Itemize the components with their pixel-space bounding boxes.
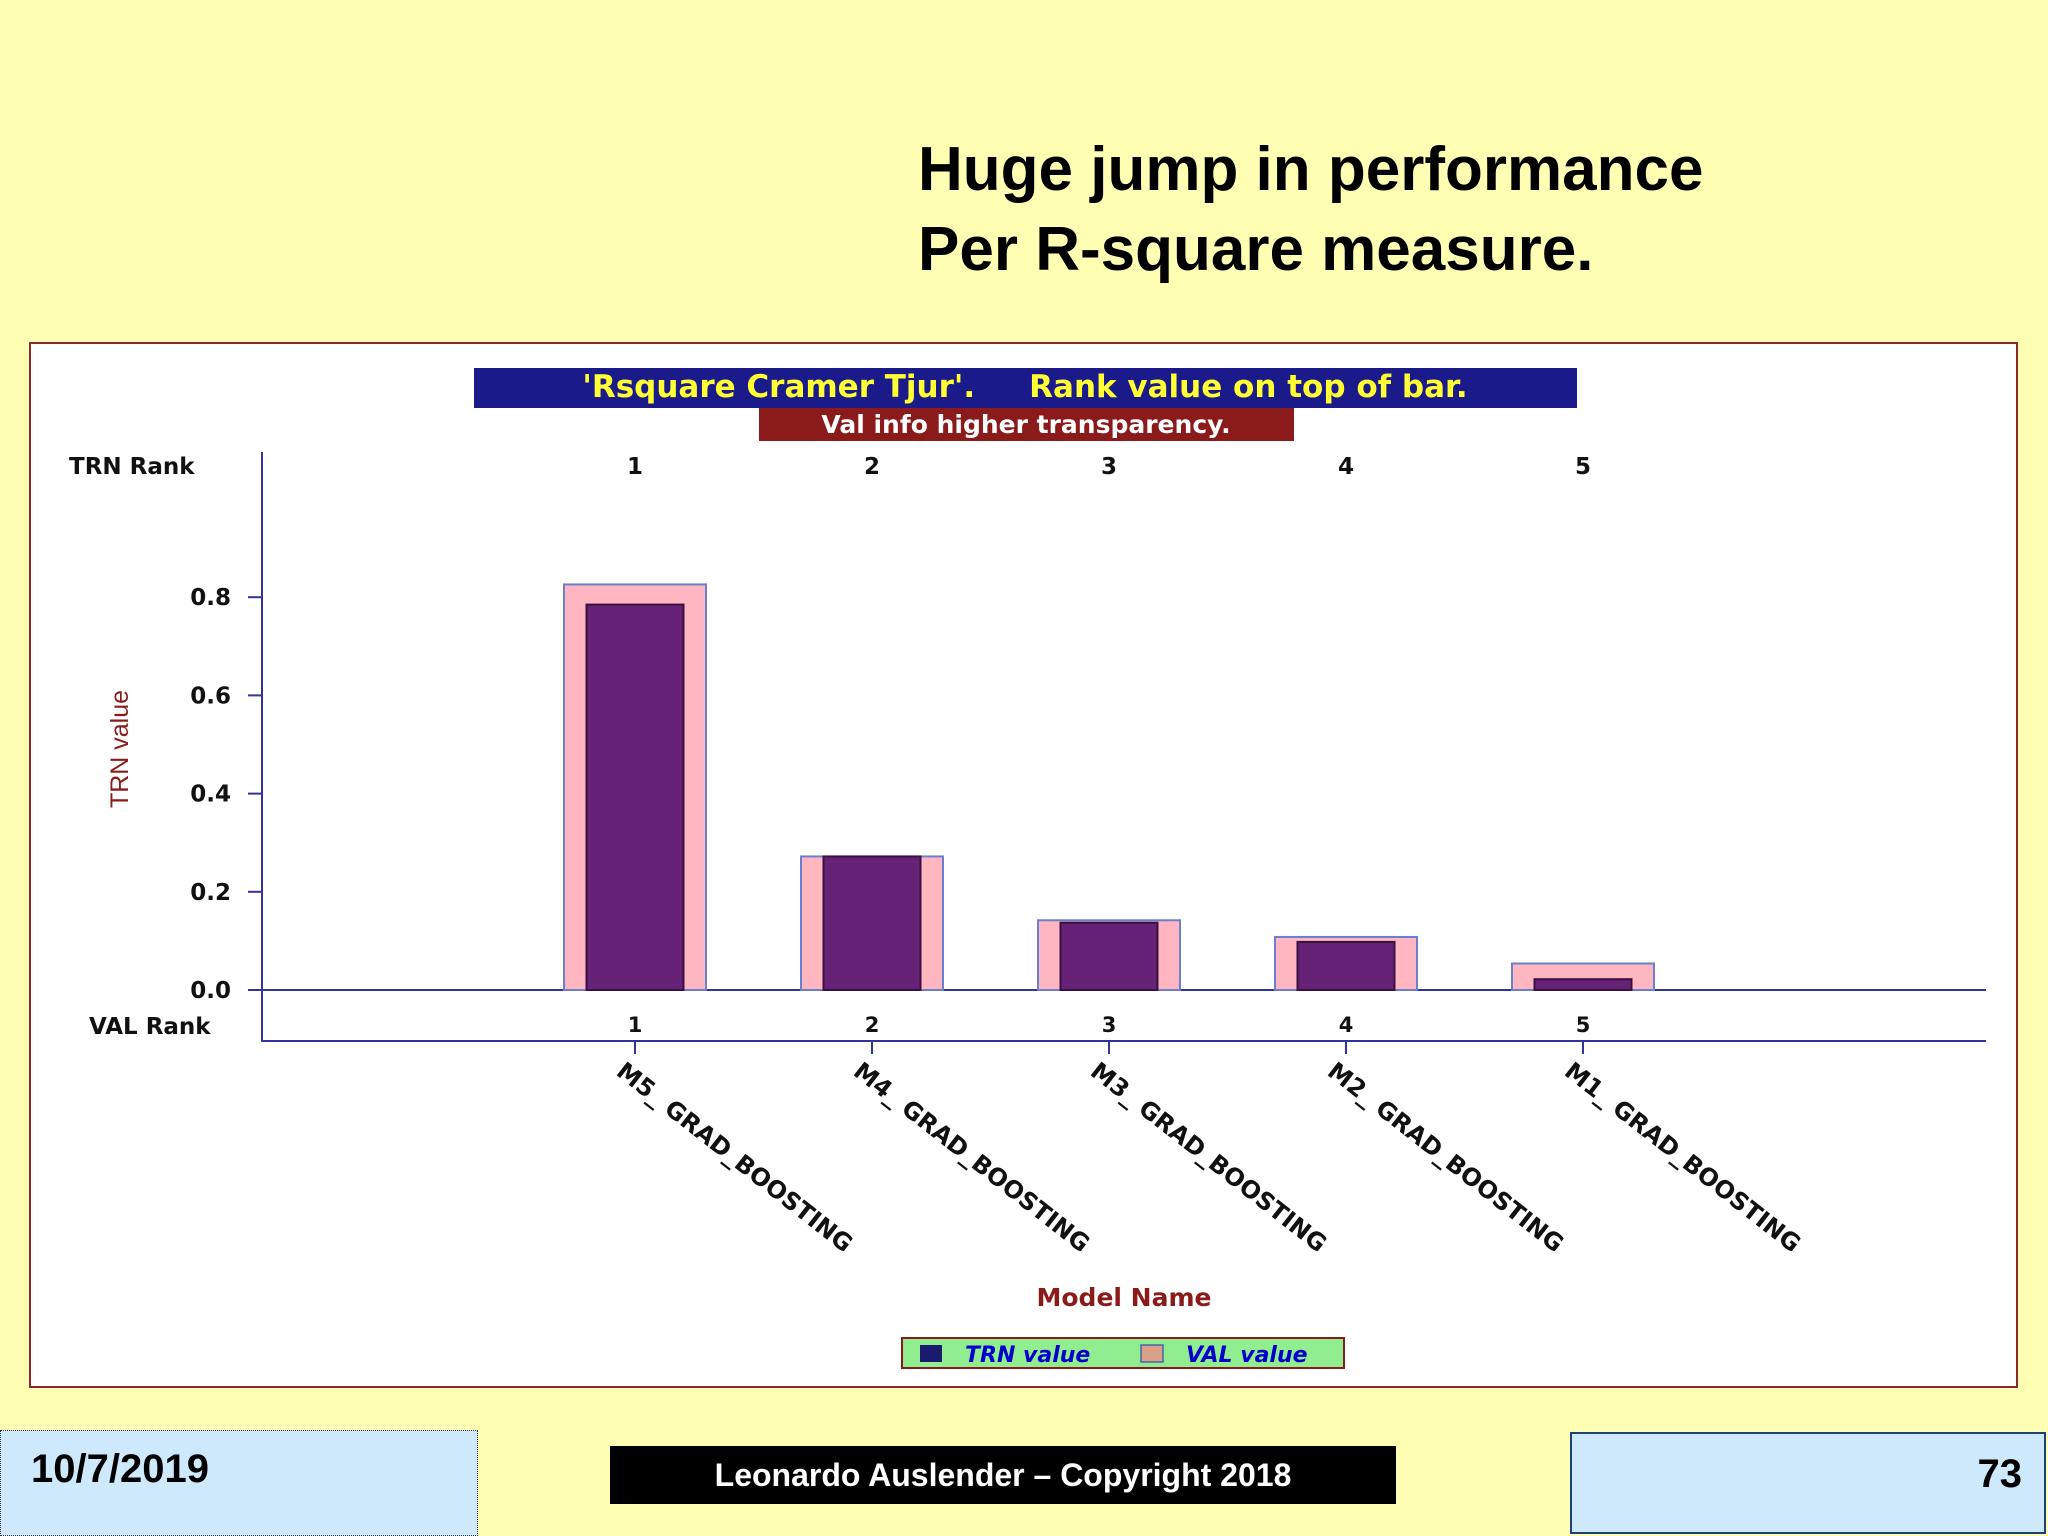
x-category-label: M5_ GRAD_BOOSTING — [611, 1057, 858, 1258]
y-axis-label: TRN value — [106, 690, 134, 808]
bar-chart: 'Rsquare Cramer Tjur'. Rank value on top… — [69, 368, 1986, 1369]
trn-rank-value: 5 — [1575, 454, 1591, 480]
chart-frame: 'Rsquare Cramer Tjur'. Rank value on top… — [29, 342, 2018, 1388]
trn-bar — [585, 603, 685, 991]
trn-rank-value: 2 — [864, 454, 880, 480]
x-axis-label: Model Name — [1037, 1283, 1212, 1312]
legend: TRN value VAL value — [901, 1337, 1345, 1369]
trn-rank-value: 4 — [1338, 454, 1354, 480]
val-rank-value: 4 — [1339, 1013, 1354, 1037]
bars: 1 1 2 2 3 3 4 4 5 5 — [563, 454, 1655, 1054]
trn-rank-value: 3 — [1101, 454, 1117, 480]
chart-title: 'Rsquare Cramer Tjur'. Rank value on top… — [582, 369, 1467, 405]
footer-copyright: Leonardo Auslender – Copyright 2018 — [610, 1446, 1396, 1504]
chart-subtitle-box — [759, 408, 1294, 441]
page-number: 73 — [1570, 1432, 2046, 1534]
x-category-label: M1_ GRAD_BOOSTING — [1559, 1057, 1806, 1258]
y-tick-label: 0.2 — [190, 880, 231, 906]
x-category-label: M4_ GRAD_BOOSTING — [848, 1057, 1095, 1258]
trn-rank-label: TRN Rank — [69, 454, 195, 480]
trn-bar — [1533, 978, 1633, 991]
val-rank-value: 2 — [865, 1013, 880, 1037]
val-rank-value: 1 — [628, 1013, 643, 1037]
y-tick-label: 0.6 — [190, 683, 231, 709]
legend-label-val: VAL value — [1186, 1343, 1308, 1368]
footer-date: 10/7/2019 — [0, 1430, 478, 1536]
y-ticks: 0.0 0.2 0.4 0.6 0.8 — [190, 585, 262, 1004]
chart-title-box — [474, 368, 1577, 408]
trn-bar — [822, 855, 922, 991]
chart-subtitle: Val info higher transparency. — [821, 410, 1230, 439]
trn-bar — [1296, 940, 1396, 992]
slide-title-line2: Per R-square measure. — [918, 215, 1594, 284]
legend-label-trn: TRN value — [965, 1343, 1090, 1368]
y-tick-label: 0.8 — [190, 585, 231, 611]
slide-title: Huge jump in performance Per R-square me… — [918, 130, 1703, 290]
legend-swatch-val — [1140, 1344, 1164, 1363]
val-rank-value: 3 — [1102, 1013, 1117, 1037]
x-category-label: M3_ GRAD_BOOSTING — [1085, 1057, 1332, 1258]
y-tick-label: 0.0 — [190, 978, 231, 1004]
slide-title-line1: Huge jump in performance — [918, 135, 1704, 204]
val-rank-value: 5 — [1576, 1013, 1591, 1037]
x-category-label: M2_ GRAD_BOOSTING — [1322, 1057, 1569, 1258]
trn-bar — [1059, 921, 1159, 991]
trn-rank-value: 1 — [627, 454, 643, 480]
val-rank-label: VAL Rank — [89, 1014, 211, 1040]
legend-box — [901, 1337, 1345, 1369]
legend-swatch-trn — [920, 1345, 942, 1362]
y-tick-label: 0.4 — [190, 782, 231, 808]
